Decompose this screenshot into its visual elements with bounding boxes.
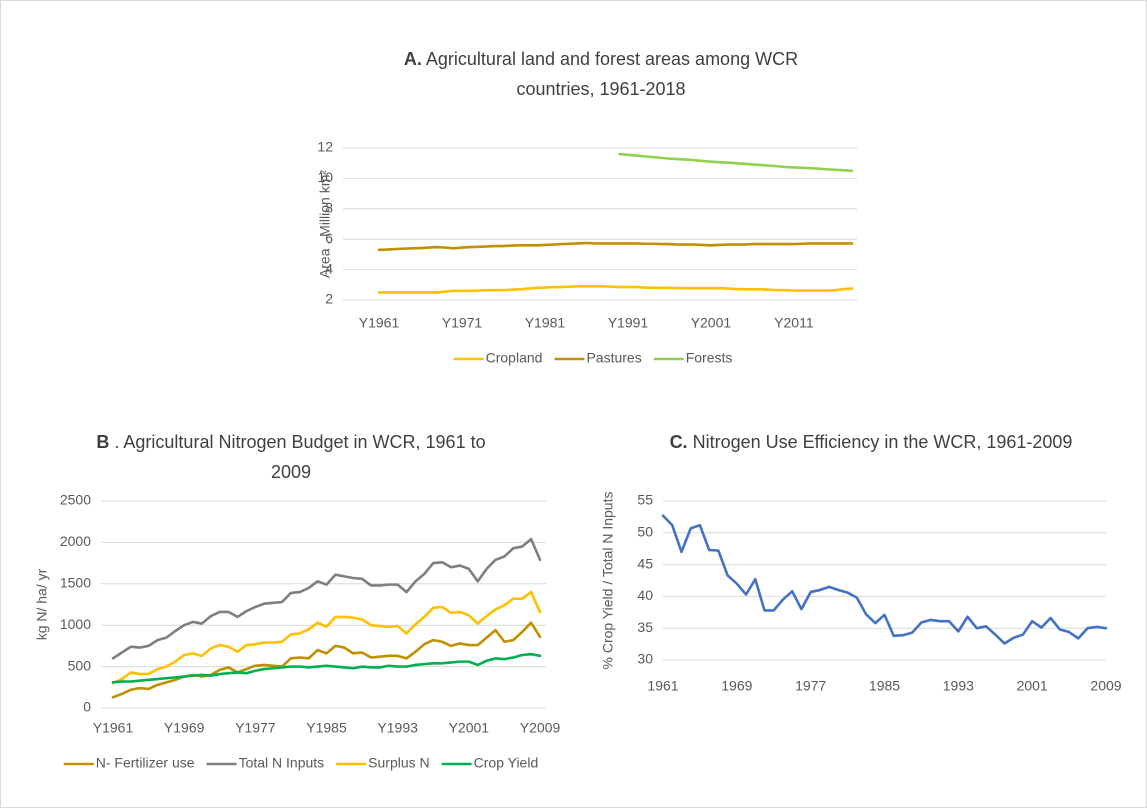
y-axis-label: Area , Million km² xyxy=(317,170,333,278)
y-tick-label: 2000 xyxy=(60,533,91,549)
series-line xyxy=(377,285,854,294)
y-tick-label: 30 xyxy=(637,651,653,667)
x-tick-label: 1993 xyxy=(943,678,974,694)
y-tick-label: 2500 xyxy=(60,492,91,508)
x-tick-label: Y2009 xyxy=(520,720,561,736)
x-tick-label: 2009 xyxy=(1090,678,1121,694)
title-text: Nitrogen Use Efficiency in the WCR, 1961… xyxy=(692,432,1073,452)
y-axis-label: % Crop Yield / Total N Inputs xyxy=(600,492,616,670)
y-tick-label: 10 xyxy=(317,169,333,185)
legend: Cropland Pastures Forests xyxy=(453,350,733,366)
chart-title: B . Agricultural Nitrogen Budget in WCR,… xyxy=(81,427,501,487)
legend-item: Pastures xyxy=(554,350,642,366)
y-tick-label: 12 xyxy=(317,139,333,155)
x-tick-label: Y2001 xyxy=(691,315,732,331)
x-tick-label: 1977 xyxy=(795,678,826,694)
legend-item: Total N Inputs xyxy=(206,755,325,771)
panel-label: A. xyxy=(403,49,422,69)
legend-label: Pastures xyxy=(586,350,641,366)
legend: N- Fertilizer use Total N Inputs Surplus N… xyxy=(63,755,539,771)
y-tick-label: 45 xyxy=(637,555,653,571)
legend-label: N- Fertilizer use xyxy=(96,755,195,771)
x-tick-label: Y1977 xyxy=(235,720,276,736)
title-text: . Agricultural Nitrogen Budget in WCR, 1… xyxy=(114,432,486,482)
series-line xyxy=(111,652,542,684)
y-tick-label: 1000 xyxy=(60,616,91,632)
y-tick-label: 8 xyxy=(325,200,333,216)
x-tick-label: Y1971 xyxy=(442,315,483,331)
chart-title: A. Agricultural land and forest areas am… xyxy=(396,44,806,104)
x-tick-label: Y1991 xyxy=(608,315,649,331)
series-line xyxy=(111,537,542,660)
y-tick-label: 4 xyxy=(325,260,333,276)
legend-item: Forests xyxy=(653,350,733,366)
x-tick-label: 2001 xyxy=(1017,678,1048,694)
legend-item: N- Fertilizer use xyxy=(63,755,195,771)
y-tick-label: 35 xyxy=(637,619,653,635)
y-tick-label: 1500 xyxy=(60,575,91,591)
x-tick-label: 1985 xyxy=(869,678,900,694)
y-tick-label: 50 xyxy=(637,524,653,540)
y-tick-label: 2 xyxy=(325,291,333,307)
x-tick-label: Y1981 xyxy=(525,315,566,331)
title-text: Agricultural land and forest areas among… xyxy=(425,49,799,99)
legend-item: Surplus N xyxy=(336,755,430,771)
y-tick-label: 0 xyxy=(83,699,91,715)
y-tick-label: 500 xyxy=(68,657,92,673)
legend-label: Forests xyxy=(686,350,733,366)
y-tick-label: 55 xyxy=(637,492,653,508)
legend-label: Crop Yield xyxy=(474,755,539,771)
panel-label: B xyxy=(96,432,110,452)
x-tick-label: Y2001 xyxy=(449,720,490,736)
legend-label: Cropland xyxy=(486,350,543,366)
x-tick-label: 1961 xyxy=(647,678,678,694)
series-line xyxy=(661,514,1108,645)
chart-title: C. Nitrogen Use Efficiency in the WCR, 1… xyxy=(661,427,1081,457)
series-line xyxy=(618,152,854,173)
x-tick-label: Y1993 xyxy=(377,720,418,736)
x-tick-label: Y1969 xyxy=(164,720,205,736)
panel-label: C. xyxy=(669,432,688,452)
x-tick-label: Y1961 xyxy=(359,315,400,331)
legend-label: Surplus N xyxy=(368,755,429,771)
legend-item: Crop Yield xyxy=(441,755,539,771)
y-tick-label: 40 xyxy=(637,587,653,603)
x-tick-label: Y1985 xyxy=(306,720,347,736)
x-tick-label: 1969 xyxy=(721,678,752,694)
y-tick-label: 6 xyxy=(325,230,333,246)
y-axis-label: kg N/ ha/ yr xyxy=(34,568,50,640)
x-tick-label: Y1961 xyxy=(93,720,134,736)
legend-item: Cropland xyxy=(453,350,543,366)
legend-label: Total N Inputs xyxy=(239,755,325,771)
series-line xyxy=(377,241,854,252)
x-tick-label: Y2011 xyxy=(774,315,814,331)
series-line xyxy=(111,590,542,685)
